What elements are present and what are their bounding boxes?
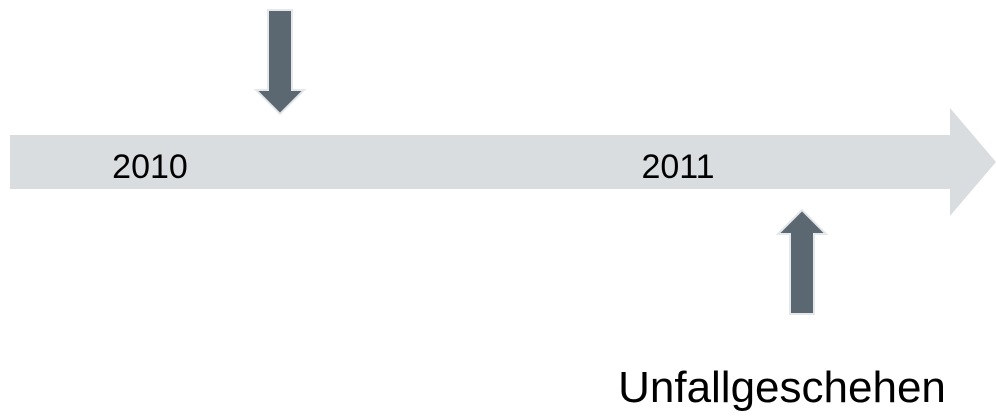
timeline-arrow — [10, 108, 996, 216]
up-arrow — [775, 208, 829, 315]
annotation: Unfallgeschehen — [618, 363, 946, 412]
down-arrow — [253, 9, 307, 116]
year-label: 2011 — [641, 148, 714, 186]
year-label: 2010 — [112, 148, 188, 186]
